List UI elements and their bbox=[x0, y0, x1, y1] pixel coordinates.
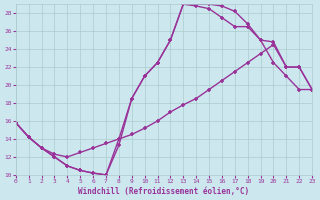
X-axis label: Windchill (Refroidissement éolien,°C): Windchill (Refroidissement éolien,°C) bbox=[78, 187, 250, 196]
